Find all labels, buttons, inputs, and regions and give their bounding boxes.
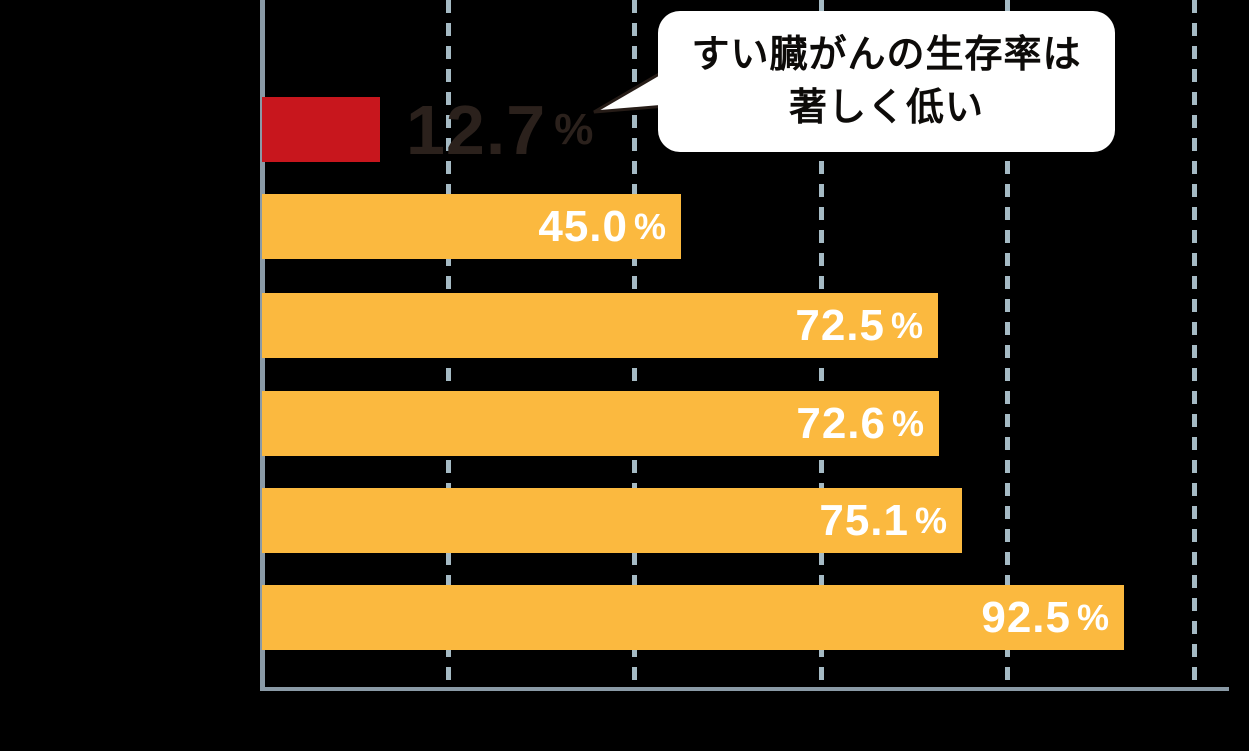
x-axis-line xyxy=(260,687,1229,691)
callout-bubble: すい臓がんの生存率は 著しく低い xyxy=(658,11,1115,152)
percent-sign: % xyxy=(890,304,924,346)
bar-value-number: 72.6 xyxy=(796,398,886,448)
bar-value-label-4: 72.6% xyxy=(796,391,925,456)
percent-sign: % xyxy=(1076,596,1110,638)
percent-sign: % xyxy=(891,402,925,444)
percent-sign: % xyxy=(554,104,595,154)
percent-sign: % xyxy=(914,499,948,541)
bar-value-number: 72.5 xyxy=(795,300,885,350)
bar-value-number: 12.7 xyxy=(406,90,547,169)
bar-value-label-5: 75.1% xyxy=(819,488,948,553)
bar-value-label-2: 45.0% xyxy=(538,194,667,259)
bar-2: 45.0% xyxy=(262,194,681,259)
percent-sign: % xyxy=(633,205,667,247)
bar-value-number: 75.1 xyxy=(819,495,909,545)
bar-value-label-1: 12.7% xyxy=(406,91,595,169)
callout-text-line2: 著しく低い xyxy=(788,86,984,129)
bar-1: 12.7% xyxy=(262,91,593,169)
gridline-80 xyxy=(1005,0,1011,687)
gridline-100 xyxy=(1191,0,1197,687)
bar-value-label-6: 92.5% xyxy=(981,585,1110,650)
bar-5: 75.1% xyxy=(262,488,962,553)
bar-4: 72.6% xyxy=(262,391,939,456)
bar-value-label-3: 72.5% xyxy=(795,293,924,358)
bar-value-number: 45.0 xyxy=(538,201,628,251)
bar-value-number: 92.5 xyxy=(981,592,1071,642)
callout-text-line1: すい臓がんの生存率は xyxy=(691,34,1082,77)
bar-3: 72.5% xyxy=(262,293,938,358)
bar-6: 92.5% xyxy=(262,585,1124,650)
